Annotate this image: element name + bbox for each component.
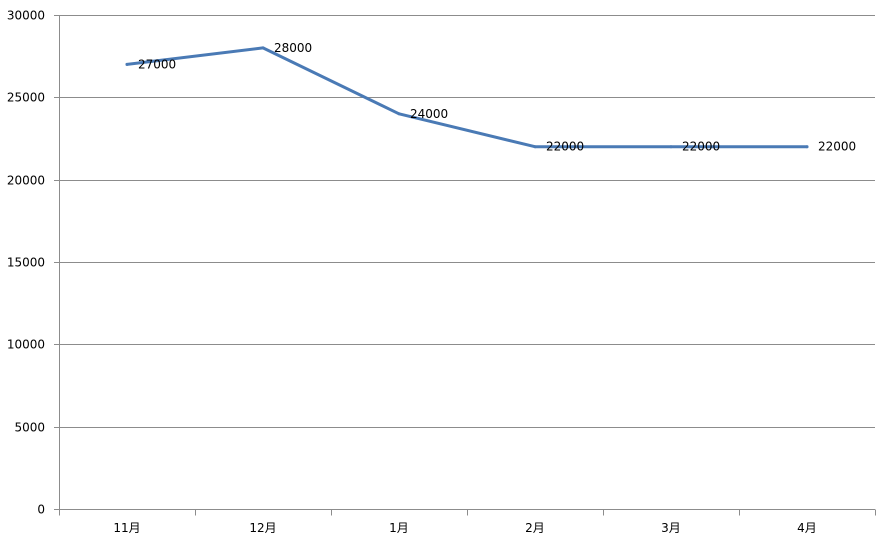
- series-lines: [125, 46, 809, 149]
- x-tick-label-2: 1月: [389, 521, 409, 535]
- y-tick-label-30000: 30000: [7, 9, 45, 23]
- data-label-5: 22000: [818, 140, 856, 154]
- y-tick-labels: 0 5000 10000 15000 20000 25000 30000: [7, 9, 45, 517]
- data-label-4: 22000: [682, 140, 720, 154]
- series-line-0: [125, 46, 809, 149]
- x-tick-label-1: 12月: [249, 521, 276, 535]
- data-point-5: [805, 145, 809, 149]
- data-point-1: [261, 46, 265, 50]
- y-tick-label-20000: 20000: [7, 174, 45, 188]
- data-labels: 27000 28000 24000 22000 22000 22000: [138, 41, 856, 154]
- data-point-0: [125, 62, 129, 66]
- data-label-2: 24000: [410, 107, 448, 121]
- data-label-0: 27000: [138, 57, 176, 71]
- data-point-3: [533, 145, 537, 149]
- y-tick-label-0: 0: [37, 503, 45, 517]
- x-tick-labels: 11月 12月 1月 2月 3月 4月: [113, 521, 816, 535]
- axes: [54, 15, 876, 516]
- y-tick-label-15000: 15000: [7, 256, 45, 270]
- data-label-3: 22000: [546, 140, 584, 154]
- data-label-1: 28000: [274, 41, 312, 55]
- data-point-2: [397, 112, 401, 116]
- y-tick-label-5000: 5000: [14, 421, 45, 435]
- gridlines: [59, 15, 875, 428]
- x-tick-label-5: 4月: [797, 521, 817, 535]
- x-tick-label-3: 2月: [525, 521, 545, 535]
- x-tick-label-4: 3月: [661, 521, 681, 535]
- y-tick-label-25000: 25000: [7, 91, 45, 105]
- x-tick-label-0: 11月: [113, 521, 140, 535]
- y-tick-label-10000: 10000: [7, 338, 45, 352]
- data-point-4: [669, 145, 673, 149]
